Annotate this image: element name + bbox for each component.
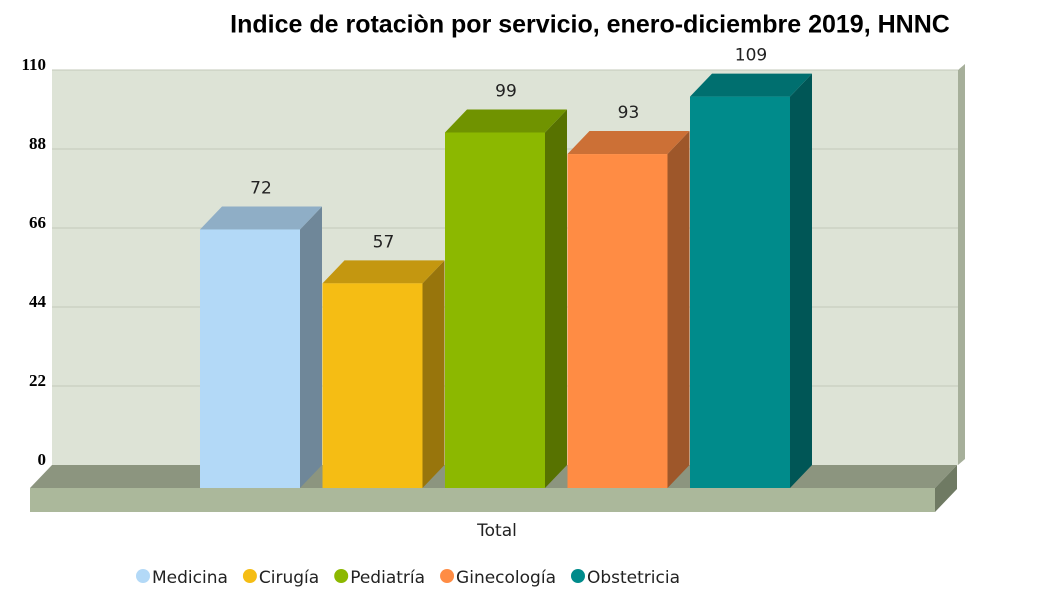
legend-marker [334,569,349,583]
y-tick-label: 22 [29,371,46,390]
legend-label: Medicina [152,568,228,588]
bar [445,132,545,488]
legend-marker [440,569,455,583]
bar-side [790,73,812,488]
legend-label: Obstetricia [587,568,680,588]
legend-marker [136,569,150,583]
bar [322,283,423,488]
bar-side [545,109,567,488]
bar-top [322,260,445,284]
x-tick-label: Total [476,521,517,541]
bar [567,154,668,488]
bar-top [567,131,690,155]
data-label: 99 [495,82,517,102]
y-tick-label: 66 [29,213,46,232]
bar-top [445,109,567,133]
legend-label: Cirugía [259,568,319,588]
bar-top [690,73,812,97]
floor-side [935,465,957,512]
data-label: 72 [250,178,272,198]
legend-marker [570,569,585,583]
y-tick-label: 0 [38,450,47,469]
bar-side [667,131,690,488]
bar-top [200,206,322,230]
bar-side [300,206,322,489]
side-wall [958,64,965,465]
y-tick-label: 44 [29,292,47,311]
legend-label: Ginecología [456,568,556,588]
data-label: 109 [735,46,767,66]
bar [690,96,790,488]
y-tick-label: 110 [21,55,46,74]
bar [200,229,300,489]
legend-label: Pediatría [350,568,425,588]
data-label: 93 [618,103,640,123]
floor-front [30,488,935,512]
legend-marker [242,569,257,583]
bar-side [422,260,445,488]
data-label: 57 [373,232,395,252]
chart-title: Indice de rotaciòn por servicio, enero-d… [230,11,950,39]
y-tick-label: 88 [29,134,46,153]
